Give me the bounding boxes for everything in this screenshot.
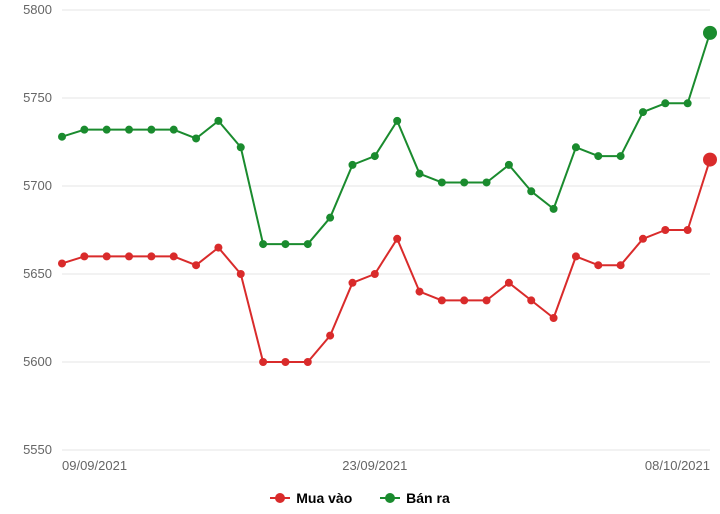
svg-text:09/09/2021: 09/09/2021 xyxy=(62,458,127,473)
svg-text:08/10/2021: 08/10/2021 xyxy=(645,458,710,473)
svg-text:5750: 5750 xyxy=(23,90,52,105)
svg-text:5650: 5650 xyxy=(23,266,52,281)
legend-label-ban-ra: Bán ra xyxy=(406,490,450,506)
legend-item-mua-vao: Mua vào xyxy=(270,490,352,506)
price-chart: 5550 5600 5650 5700 5750 5800 09/09/2021 23/09/… xyxy=(0,0,720,514)
svg-text:5600: 5600 xyxy=(23,354,52,369)
legend-label-mua-vao: Mua vào xyxy=(296,490,352,506)
legend-swatch-ban-ra xyxy=(380,491,400,505)
chart-legend: Mua vào Bán ra xyxy=(0,490,720,508)
chart-canvas: 5550 5600 5650 5700 5750 5800 09/09/2021 23/09/… xyxy=(0,0,720,514)
legend-item-ban-ra: Bán ra xyxy=(380,490,450,506)
svg-text:5550: 5550 xyxy=(23,442,52,457)
legend-swatch-mua-vao xyxy=(270,491,290,505)
svg-text:5800: 5800 xyxy=(23,2,52,17)
svg-text:23/09/2021: 23/09/2021 xyxy=(342,458,407,473)
svg-text:5700: 5700 xyxy=(23,178,52,193)
